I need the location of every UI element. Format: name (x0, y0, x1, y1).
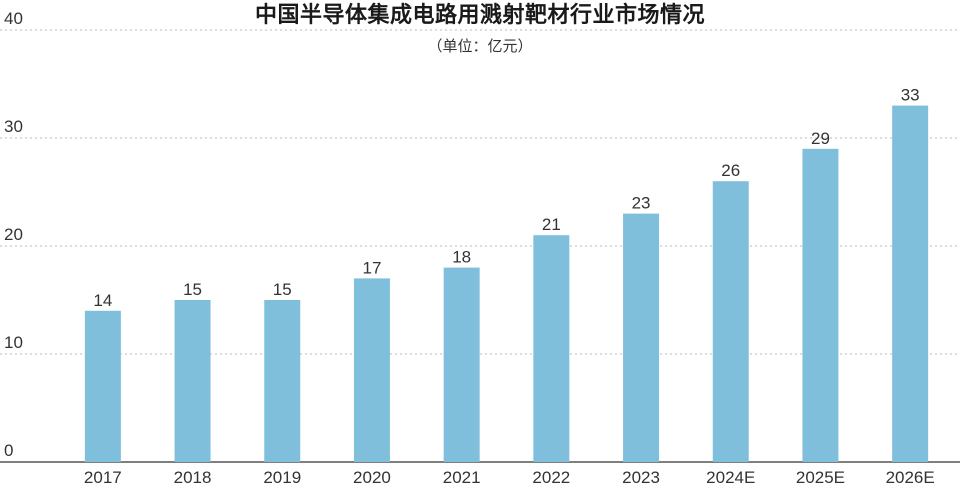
y-tick-label: 0 (4, 441, 13, 460)
data-labels: 14 15 15 17 18 21 23 26 29 33 (93, 86, 919, 310)
x-tick-label: 2023 (622, 468, 660, 484)
y-tick-label: 40 (4, 9, 23, 28)
data-label: 15 (183, 280, 202, 299)
y-tick-label: 20 (4, 225, 23, 244)
x-tick-label: 2024E (706, 468, 755, 484)
x-tick-label: 2021 (443, 468, 481, 484)
x-tick-label: 2019 (263, 468, 301, 484)
y-tick-label: 10 (4, 333, 23, 352)
bar-2019 (264, 300, 301, 462)
data-label: 33 (901, 86, 920, 105)
y-tick-label: 30 (4, 117, 23, 136)
bar-2018 (174, 300, 211, 462)
bar-2020 (353, 278, 390, 462)
bar-2026E (892, 105, 929, 462)
bar-2023 (623, 213, 660, 462)
data-label: 14 (93, 291, 112, 310)
bar-2021 (443, 267, 480, 462)
x-tick-label: 2022 (532, 468, 570, 484)
bar-2022 (533, 235, 570, 462)
bar-2017 (84, 310, 121, 462)
x-axis-ticks: 2017 2018 2019 2020 2021 2022 2023 2024E 2025E 20… (84, 468, 935, 484)
data-label: 15 (273, 280, 292, 299)
data-label: 21 (542, 215, 561, 234)
bar-2025E (802, 148, 839, 463)
y-axis-ticks: 0 10 20 30 40 (4, 9, 23, 460)
x-tick-label: 2026E (886, 468, 935, 484)
bars (84, 105, 929, 463)
data-label: 23 (632, 194, 651, 213)
chart-title: 中国半导体集成电路用溅射靶材行业市场情况 (254, 3, 705, 28)
data-label: 18 (452, 248, 471, 267)
chart-subtitle: （单位：亿元） (427, 37, 533, 55)
x-tick-label: 2018 (174, 468, 212, 484)
data-label: 29 (811, 129, 830, 148)
gridlines (0, 29, 960, 463)
x-tick-label: 2020 (353, 468, 391, 484)
data-label: 26 (721, 161, 740, 180)
x-tick-label: 2017 (84, 468, 122, 484)
data-label: 17 (362, 258, 381, 277)
x-tick-label: 2025E (796, 468, 845, 484)
bar-2024E (712, 181, 749, 462)
